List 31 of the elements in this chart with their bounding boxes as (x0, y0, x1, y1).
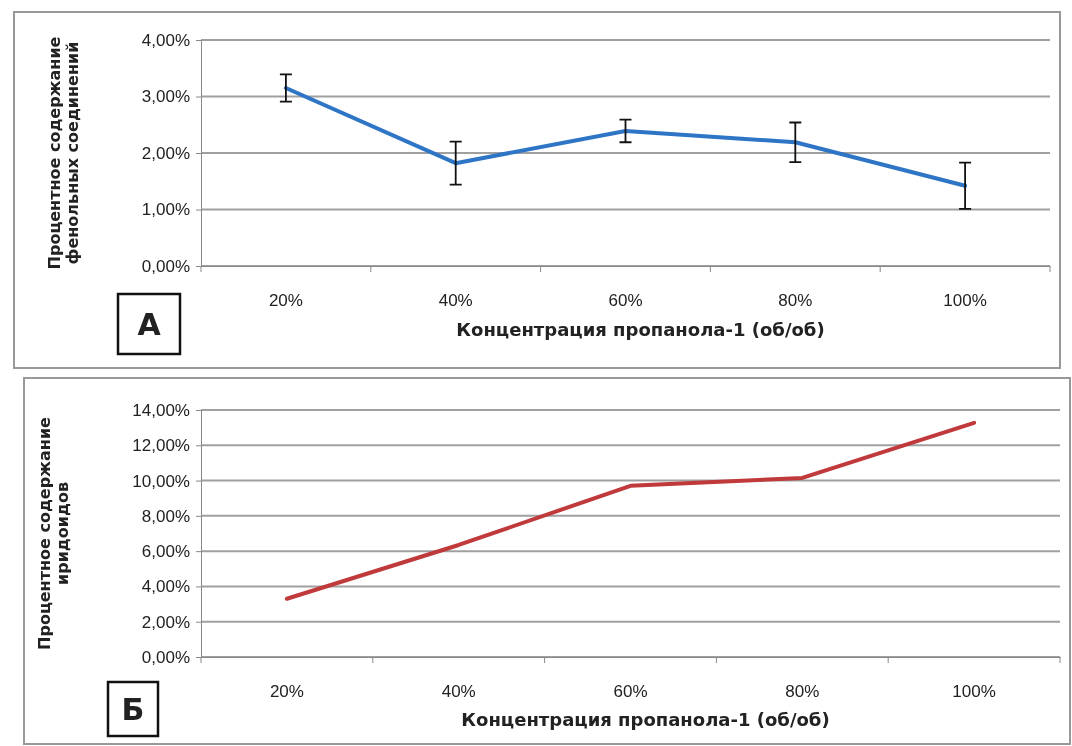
y-axis-title: Процентное содержание фенольных соединений (45, 36, 83, 270)
y-tick-label: 10,00% (132, 471, 190, 491)
y-tick-label: 0,00% (141, 647, 190, 667)
y-tick-label: 6,00% (141, 542, 190, 562)
x-tick-label: 60% (608, 291, 643, 311)
x-tick-label: 100% (943, 291, 987, 311)
y-tick-label: 3,00% (141, 87, 190, 107)
y-tick-label: 0,00% (141, 256, 190, 276)
y-axis-title: Процентное содержание иридоидов (35, 416, 73, 650)
y-tick-label: 12,00% (132, 436, 190, 456)
x-tick-label: 80% (778, 291, 813, 311)
x-tick-label: 40% (441, 682, 476, 702)
y-tick-label: 14,00% (132, 400, 190, 420)
x-tick-label: 80% (785, 682, 820, 702)
text: Б (121, 692, 145, 727)
x-tick-label: 20% (268, 291, 303, 311)
y-tick-label: 4,00% (141, 30, 190, 50)
y-tick-label: 1,00% (141, 200, 190, 220)
x-tick-label: 60% (613, 682, 648, 702)
x-axis-title: Концентрация пропанола-1 (об/об) (456, 319, 825, 340)
y-tick-label: 2,00% (141, 612, 190, 632)
text: А (137, 307, 162, 342)
line-series (284, 420, 977, 601)
y-tick-label: 8,00% (141, 506, 190, 526)
line-series (283, 86, 968, 188)
y-tick-label: 4,00% (141, 577, 190, 597)
x-axis-title: Концентрация пропанола-1 (об/об) (461, 709, 830, 730)
x-tick-label: 40% (438, 291, 473, 311)
y-tick-label: 2,00% (141, 143, 190, 163)
x-tick-label: 20% (269, 682, 304, 702)
x-tick-label: 100% (952, 682, 996, 702)
